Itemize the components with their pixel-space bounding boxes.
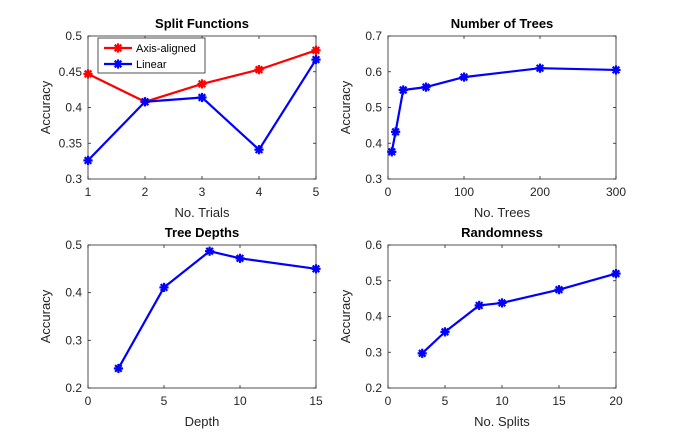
x-tick-label: 0 [385,185,392,199]
y-axis-label: Accuracy [338,289,353,343]
y-tick-label: 0.5 [365,101,382,115]
x-tick-label: 15 [309,394,323,408]
series-0-point [440,327,450,337]
x-tick-label: 300 [606,185,626,199]
linear-line [87,59,317,162]
y-tick-label: 0.6 [365,65,382,79]
x-tick-label: 15 [552,394,566,408]
series-0-line [117,250,317,369]
series-0-point [459,72,469,82]
series-0-point [398,85,408,95]
series-0-point [497,298,507,308]
chart-title: Tree Depths [165,225,239,240]
subplot-split-functions: 1 2 3 4 5 0.3 0.35 0.4 0.45 0.5 Split Functions No.… [38,16,321,220]
series-0-line [421,272,617,355]
series-0-point [535,63,545,73]
y-axis-label: Accuracy [338,80,353,134]
series-0-point [205,246,215,256]
linear-point [83,155,93,166]
x-tick-label: 20 [609,394,623,408]
axes-box [387,244,617,389]
series-0-point [611,65,621,75]
series-0-point [113,363,123,374]
x-tick-label: 0 [85,394,92,408]
y-tick-label: 0.5 [365,274,382,288]
x-tick-label: 100 [454,185,474,199]
subplot-number-of-trees: 0 100 200 300 0.3 0.4 0.5 0.6 0.7 Number of Trees… [338,16,626,220]
chart-title: Split Functions [155,16,249,31]
y-tick-label: 0.35 [59,136,83,150]
x-axis-label: No. Trials [175,205,230,220]
series-0-point [387,147,397,157]
series-0-point [474,300,484,311]
y-tick-label: 0.4 [365,136,382,150]
legend-marker [113,59,123,69]
x-axis-label: No. Trees [474,205,531,220]
x-tick-label: 2 [142,185,149,199]
x-tick-label: 10 [233,394,247,408]
axes-box [87,244,317,389]
legend-marker [113,43,123,53]
y-tick-label: 0.4 [65,286,82,300]
series-0-point [421,82,431,92]
x-tick-label: 200 [530,185,550,199]
linear-point [140,97,150,107]
linear-point [254,145,264,155]
legend: Axis-aligned Linear [97,37,206,74]
linear-point [311,54,321,65]
axis-aligned-point [254,65,264,75]
axis-aligned-point [197,79,207,89]
x-tick-label: 3 [199,185,206,199]
x-tick-label: 1 [85,185,92,199]
y-tick-label: 0.4 [65,101,82,115]
y-tick-label: 0.3 [65,333,82,347]
series-0-line [390,67,617,153]
y-tick-label: 0.5 [65,29,82,43]
linear-point [197,92,207,103]
x-tick-label: 5 [313,185,320,199]
x-axis-label: No. Splits [474,414,530,429]
y-tick-label: 0.5 [65,238,82,252]
series-0-point [391,127,401,137]
y-tick-label: 0.2 [365,381,382,395]
y-tick-label: 0.7 [365,29,382,43]
axes-box [387,35,617,180]
x-tick-label: 5 [442,394,449,408]
legend-label: Linear [136,59,167,71]
y-tick-label: 0.3 [365,172,382,186]
x-tick-label: 0 [385,394,392,408]
x-tick-label: 4 [256,185,263,199]
series-0-point [611,269,621,279]
axis-aligned-point [83,69,93,79]
series-0-point [235,253,245,263]
series-0-point [311,264,321,274]
chart-title: Number of Trees [451,16,554,31]
x-axis-label: Depth [185,414,220,429]
x-tick-label: 10 [495,394,509,408]
y-tick-label: 0.45 [59,65,83,79]
series-0-point [159,282,169,293]
legend-label: Axis-aligned [136,43,196,55]
chart-title: Randomness [461,225,543,240]
axis-aligned-point [311,45,321,55]
y-axis-label: Accuracy [38,289,53,343]
subplot-tree-depths: 0 5 10 15 0.2 0.3 0.4 0.5 Tree Depths Depth Accura… [38,225,323,429]
y-tick-label: 0.6 [365,238,382,252]
y-tick-label: 0.3 [65,172,82,186]
series-0-point [417,348,427,358]
y-tick-label: 0.4 [365,310,382,324]
subplot-randomness: 0 5 10 15 20 0.2 0.3 0.4 0.5 0.6 Randomness No. Spl… [338,225,623,429]
x-tick-label: 5 [161,394,168,408]
series-0-point [554,285,564,295]
y-axis-label: Accuracy [38,80,53,134]
y-tick-label: 0.3 [365,345,382,359]
y-tick-label: 0.2 [65,381,82,395]
